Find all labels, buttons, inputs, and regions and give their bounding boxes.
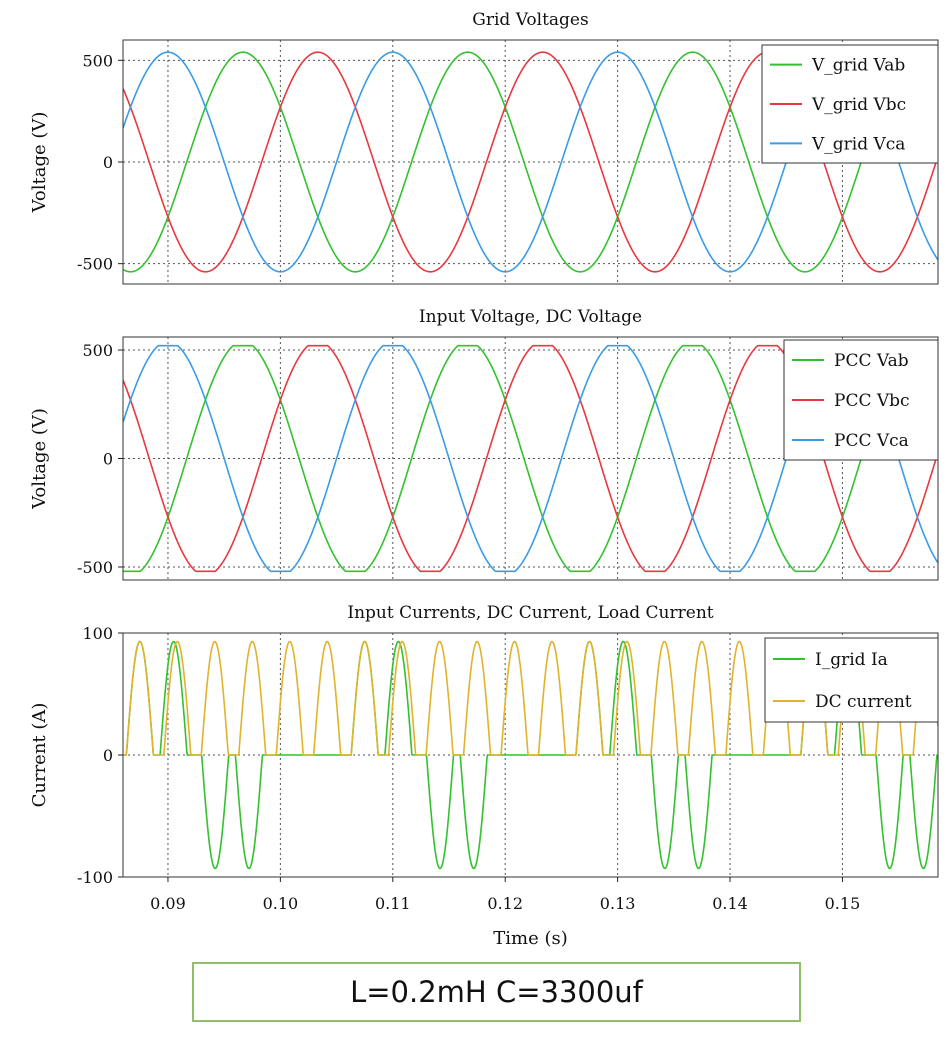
legend-label: V_grid Vbc [811,95,906,115]
legend-label: PCC Vca [834,431,909,451]
chart-title: Input Currents, DC Current, Load Current [347,603,713,623]
legend-label: DC current [815,692,912,712]
plot-frame [122,632,939,878]
legend-label: PCC Vab [834,351,909,371]
x-tick-label: 0.09 [150,894,186,913]
y-tick-label: 0 [103,746,113,765]
y-axis-label: Voltage (V) [29,112,50,214]
series-line-2 [123,640,938,756]
legend: V_grid Vab V_grid Vbc V_grid Vca [761,44,939,164]
x-tick-label: 0.14 [712,894,748,913]
chart-panel-2: Input Voltage, DC Voltage 500 0 -500 Voltage… [29,307,939,581]
chart-title: Input Voltage, DC Voltage [419,307,642,327]
series-line-1 [123,51,938,273]
y-tick-label: 100 [82,624,113,643]
x-axis-label: Time (s) [493,928,568,949]
y-tick-label: 0 [103,450,113,469]
legend-box [764,637,939,723]
x-tick-label: 0.10 [263,894,299,913]
legend-label: I_grid Ia [815,650,888,670]
x-tick-label: 0.13 [600,894,636,913]
y-axis-label: Voltage (V) [29,408,50,510]
y-tick-label: 500 [82,341,113,360]
y-tick-label: -500 [77,255,113,274]
series-group [123,640,938,870]
chart-figure: Grid Voltages 500 0 -500 Voltage (V) V_grid V… [29,10,939,949]
legend: I_grid Ia DC current [764,637,939,723]
chart-panel-1: Grid Voltages 500 0 -500 Voltage (V) V_grid V… [29,10,939,285]
y-axis-label: Current (A) [29,703,50,808]
chart-title: Grid Voltages [472,10,588,30]
x-tick-label: 0.15 [825,894,861,913]
legend-label: V_grid Vab [811,56,905,76]
caption-box: L=0.2mH C=3300uf [192,962,801,1022]
y-tick-label: -100 [77,868,113,887]
x-tick-label: 0.12 [487,894,523,913]
y-tick-label: 500 [82,51,113,70]
chart-panel-3: Input Currents, DC Current, Load Current… [29,603,939,949]
y-tick-label: -500 [77,558,113,577]
legend-label: PCC Vbc [834,391,910,411]
series-line-1 [123,344,938,573]
legend-label: V_grid Vca [811,134,905,154]
x-tick-label: 0.11 [375,894,411,913]
caption-text: L=0.2mH C=3300uf [350,975,643,1009]
legend: PCC Vab PCC Vbc PCC Vca [783,339,939,461]
y-tick-label: 0 [103,153,113,172]
